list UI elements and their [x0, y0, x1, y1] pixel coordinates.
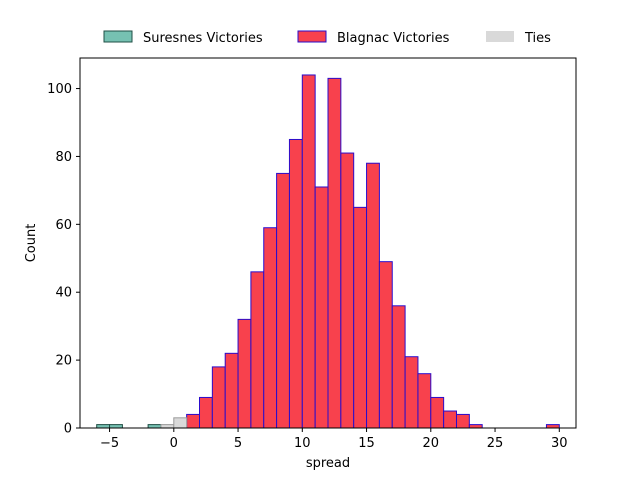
bar-1-5 [250, 271, 265, 429]
bar-0-0 [96, 424, 111, 429]
y-tick-label: 40 [55, 286, 72, 301]
bar-1-20 [443, 410, 457, 429]
x-axis-label: spread [306, 456, 350, 471]
y-axis-label: Count [24, 224, 39, 263]
bar-1-9 [301, 74, 316, 429]
legend-label: Ties [524, 31, 551, 46]
x-axis: −5 0 5 10 15 20 25 30 [100, 428, 568, 451]
bar-1-23 [545, 424, 560, 429]
bar-1-16 [391, 305, 406, 429]
x-tick-label: 25 [487, 436, 504, 451]
bar-1-21 [455, 413, 470, 429]
legend-label: Blagnac Victories [337, 31, 450, 46]
y-tick-label: 20 [55, 354, 72, 369]
bar-1-12 [340, 152, 355, 429]
bar-1-15 [378, 261, 393, 429]
y-tick-label: 0 [64, 422, 72, 437]
bar-1-14 [366, 162, 380, 429]
bar-1-11 [327, 77, 342, 429]
y-tick-label: 60 [55, 218, 72, 233]
bar-1-4 [237, 318, 252, 429]
bar-1-17 [404, 356, 419, 429]
legend: Suresnes Victories Blagnac Victories Ties [103, 30, 551, 46]
bar-1-10 [314, 186, 329, 429]
bars-layer [96, 74, 560, 429]
bar-2-1 [173, 417, 188, 429]
bar-1-0 [186, 413, 201, 429]
x-tick-label: 10 [294, 436, 311, 451]
bar-1-19 [430, 396, 445, 429]
legend-swatch [486, 31, 514, 42]
x-tick-label: 0 [170, 436, 178, 451]
y-tick-label: 100 [47, 82, 72, 97]
y-tick-label: 80 [55, 150, 72, 165]
x-tick-label: 20 [423, 436, 440, 451]
plot-frame [79, 57, 577, 429]
y-axis: 0 20 40 60 80 100 [47, 82, 80, 437]
legend-swatch [103, 30, 133, 43]
bar-1-18 [417, 373, 432, 429]
bar-1-13 [353, 206, 368, 429]
bar-1-1 [199, 396, 213, 429]
bar-1-8 [288, 138, 303, 429]
x-tick-label: 30 [551, 436, 568, 451]
bar-1-2 [211, 366, 226, 429]
x-tick-label: 15 [358, 436, 375, 451]
bar-1-22 [468, 424, 483, 429]
bar-1-7 [276, 172, 290, 429]
legend-swatch [297, 30, 327, 43]
bar-0-1 [109, 424, 123, 429]
legend-label: Suresnes Victories [143, 31, 263, 46]
bar-0-2 [147, 424, 162, 429]
x-tick-label: 5 [234, 436, 242, 451]
bar-1-6 [263, 227, 278, 429]
x-tick-label: −5 [100, 436, 119, 451]
bar-2-0 [160, 424, 175, 429]
bar-1-3 [224, 352, 239, 429]
